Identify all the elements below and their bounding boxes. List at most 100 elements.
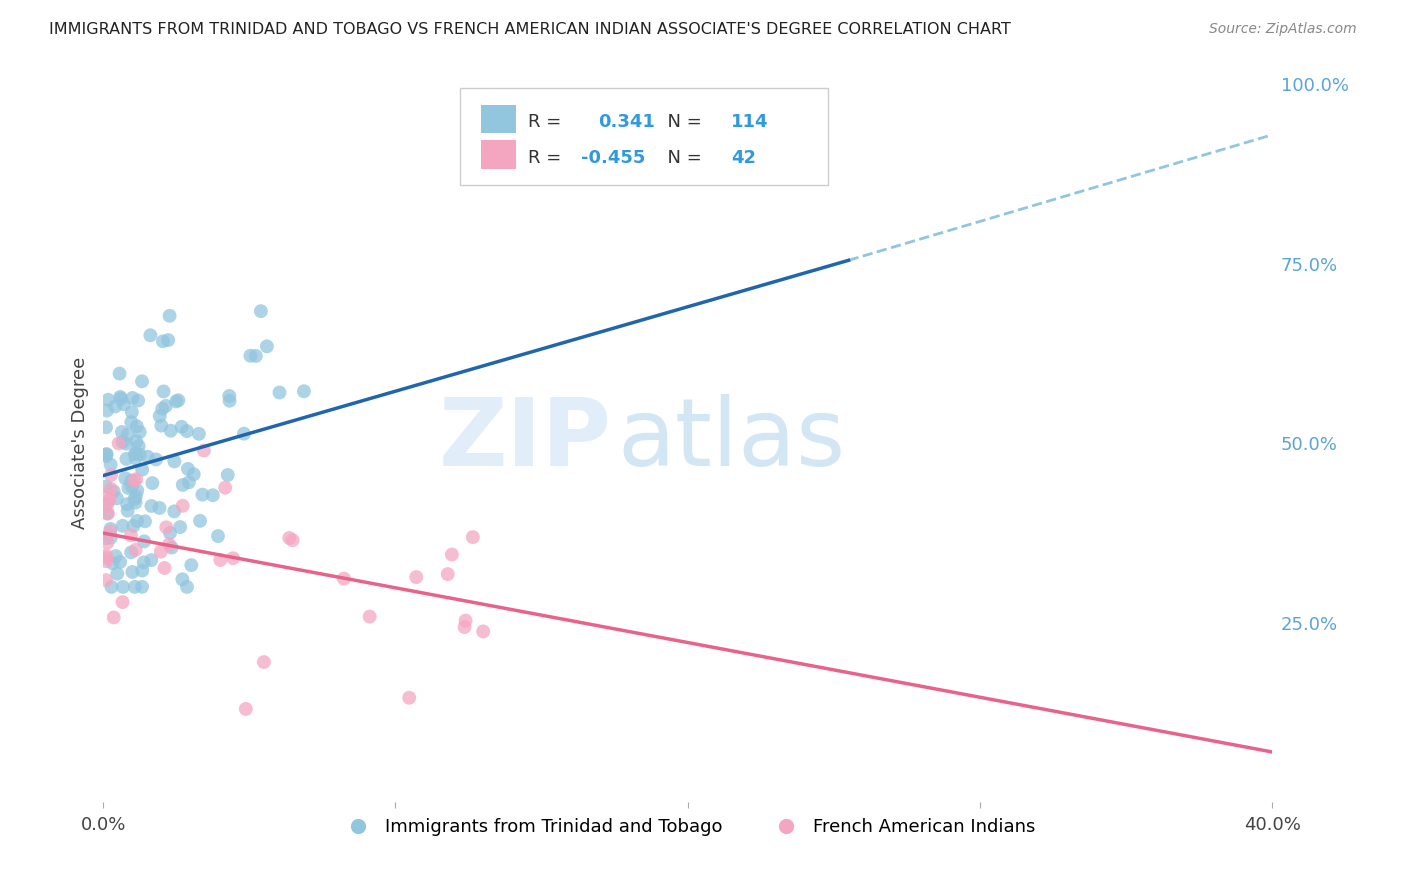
Point <box>440 548 463 562</box>
Point <box>281 533 304 548</box>
Point <box>245 349 267 363</box>
FancyBboxPatch shape <box>481 104 516 133</box>
Point <box>117 481 139 495</box>
Point <box>187 426 209 441</box>
Point <box>103 610 125 624</box>
Point <box>94 549 117 563</box>
Point <box>176 424 198 438</box>
Point <box>94 531 117 545</box>
Text: R =: R = <box>527 112 567 131</box>
Point <box>120 474 142 488</box>
Point <box>125 446 148 460</box>
Point <box>278 531 301 545</box>
Point <box>124 492 146 507</box>
Point <box>125 434 148 449</box>
Point <box>128 439 150 453</box>
Point <box>125 472 148 486</box>
FancyBboxPatch shape <box>460 88 828 185</box>
Point <box>121 479 143 493</box>
Point <box>115 497 138 511</box>
Text: IMMIGRANTS FROM TRINIDAD AND TOBAGO VS FRENCH AMERICAN INDIAN ASSOCIATE'S DEGREE: IMMIGRANTS FROM TRINIDAD AND TOBAGO VS F… <box>49 22 1011 37</box>
Point <box>104 549 127 563</box>
Point <box>132 555 155 569</box>
Point <box>183 467 205 482</box>
Point <box>207 529 229 543</box>
Point <box>96 535 118 549</box>
Point <box>100 522 122 536</box>
Point <box>114 471 136 485</box>
Point <box>134 534 156 549</box>
Point <box>110 392 132 406</box>
Point <box>472 624 495 639</box>
Point <box>453 620 475 634</box>
Point <box>153 561 176 575</box>
Point <box>105 491 128 506</box>
Point <box>159 525 181 540</box>
Point <box>98 524 121 539</box>
Point <box>122 474 145 488</box>
Point <box>125 419 148 434</box>
Point <box>136 450 159 464</box>
Point <box>159 424 181 438</box>
Point <box>115 452 138 467</box>
Point <box>155 399 177 413</box>
Point <box>145 452 167 467</box>
Point <box>100 580 122 594</box>
Point <box>152 384 174 399</box>
Point <box>218 389 240 403</box>
Point <box>405 570 427 584</box>
Point <box>398 690 420 705</box>
Point <box>105 566 128 581</box>
Point <box>253 655 276 669</box>
Point <box>115 436 138 450</box>
Point <box>100 482 122 496</box>
Point <box>124 580 146 594</box>
Point <box>177 462 200 476</box>
Point <box>111 580 134 594</box>
Point <box>218 393 240 408</box>
Point <box>163 454 186 468</box>
Point <box>148 500 170 515</box>
Point <box>127 393 149 408</box>
Point <box>239 349 262 363</box>
Point <box>103 484 125 499</box>
Point <box>107 436 129 450</box>
Point <box>157 537 180 551</box>
Text: 42: 42 <box>731 149 756 167</box>
Point <box>131 580 153 594</box>
Text: N =: N = <box>657 149 707 167</box>
Point <box>111 435 134 450</box>
Point <box>149 409 172 423</box>
Point <box>117 427 139 442</box>
Point <box>120 415 142 429</box>
Point <box>170 420 193 434</box>
Point <box>128 425 150 439</box>
Point <box>111 425 134 439</box>
Text: atlas: atlas <box>617 393 846 486</box>
Point <box>124 542 146 557</box>
Point <box>131 375 153 389</box>
Point <box>141 499 163 513</box>
Point <box>546 170 568 185</box>
Point <box>235 702 257 716</box>
Point <box>233 426 256 441</box>
Point <box>201 488 224 502</box>
Point <box>217 467 239 482</box>
Point <box>94 447 117 461</box>
Text: -0.455: -0.455 <box>582 149 645 167</box>
Point <box>149 544 172 558</box>
Point <box>214 481 236 495</box>
FancyBboxPatch shape <box>481 140 516 169</box>
Point <box>96 403 118 417</box>
Point <box>157 333 180 347</box>
Point <box>256 339 278 353</box>
Point <box>96 498 118 512</box>
Text: Source: ZipAtlas.com: Source: ZipAtlas.com <box>1209 22 1357 37</box>
Point <box>108 390 131 404</box>
Point <box>100 458 122 472</box>
Point <box>124 451 146 466</box>
Point <box>97 507 120 521</box>
Point <box>94 573 117 587</box>
Point <box>177 475 200 490</box>
Text: 114: 114 <box>731 112 769 131</box>
